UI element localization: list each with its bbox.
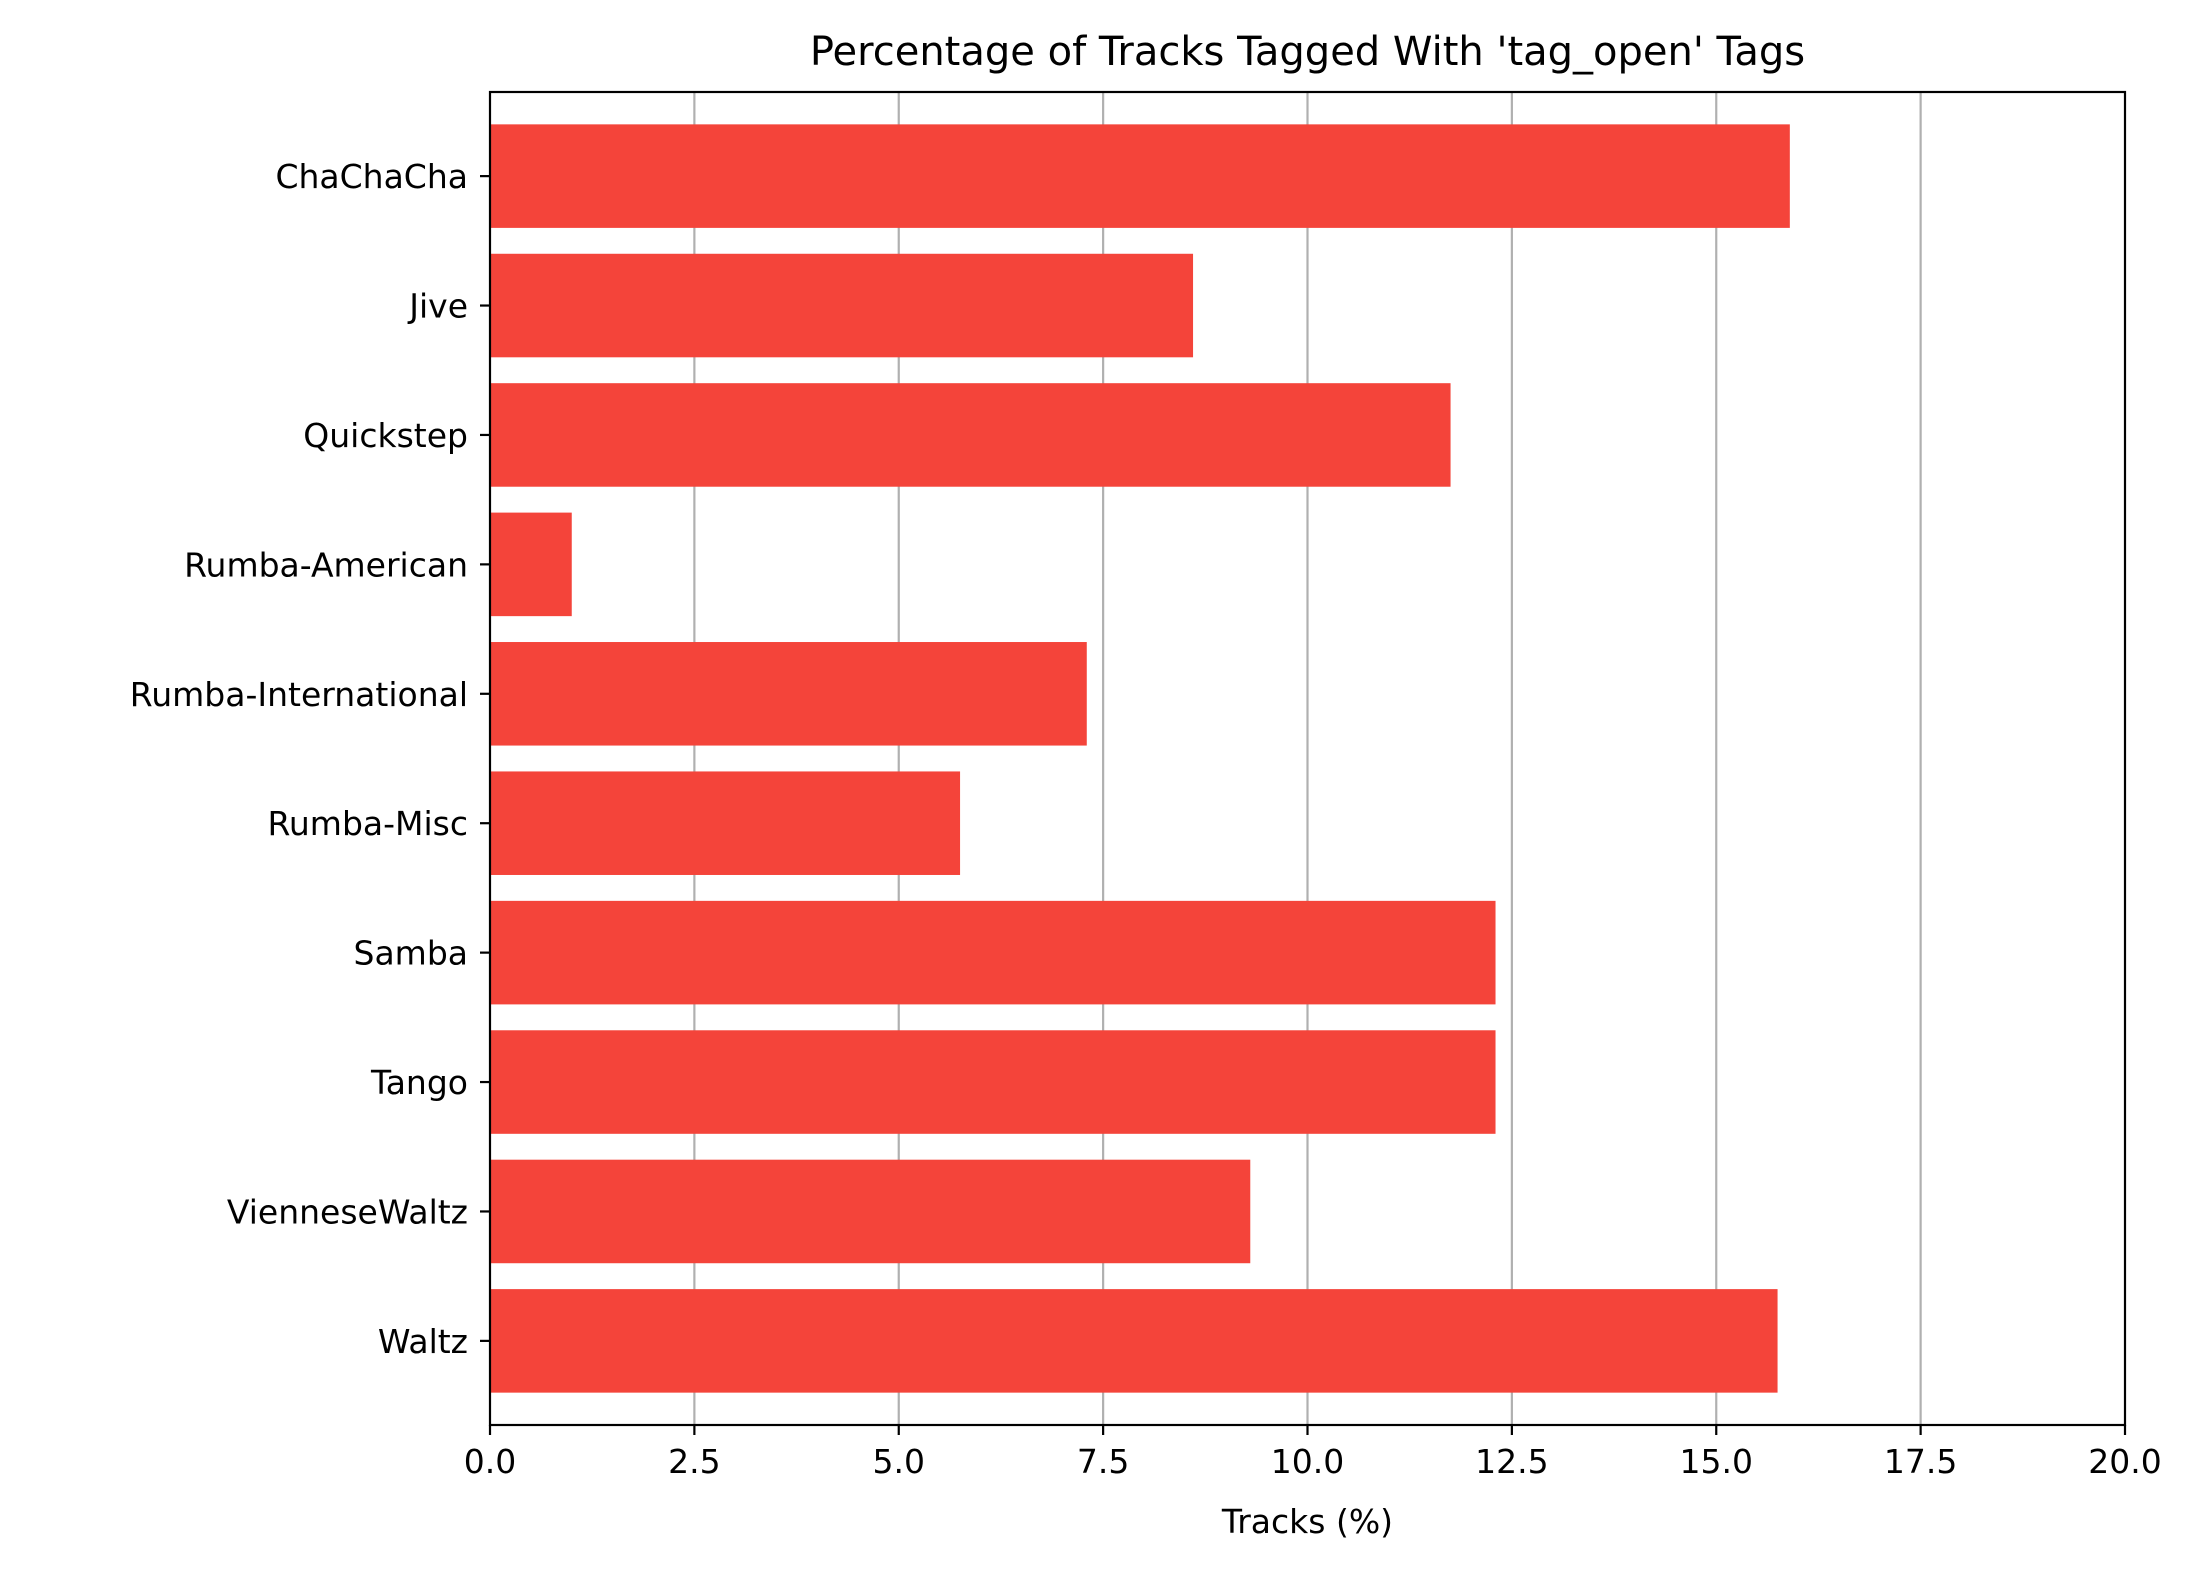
y-axis-ticks: ChaChaCha Jive Quickstep Rumba-American Rumb… <box>130 157 490 1361</box>
y-tick-label: Rumba-American <box>184 545 468 584</box>
x-tick-label: 0.0 <box>464 1442 516 1481</box>
bar <box>490 1030 1496 1134</box>
y-tick-label: Quickstep <box>303 416 468 455</box>
x-tick-label: 10.0 <box>1271 1442 1344 1481</box>
y-tick-label: Rumba-Misc <box>267 804 468 843</box>
bar <box>490 771 961 875</box>
x-tick-label: 7.5 <box>1077 1442 1129 1481</box>
bar <box>490 1159 1251 1264</box>
x-axis-ticks: 0.0 2.5 5.0 7.5 10.0 12.5 15.0 17.5 20.0 <box>464 1425 2162 1481</box>
y-tick-label: Jive <box>407 287 468 326</box>
chart-title: Percentage of Tracks Tagged With 'tag_op… <box>810 29 1805 75</box>
y-tick-label: VienneseWaltz <box>227 1192 468 1231</box>
x-tick-label: 17.5 <box>1884 1442 1957 1481</box>
x-tick-label: 2.5 <box>668 1442 720 1481</box>
y-tick-label: Waltz <box>378 1322 468 1361</box>
bar <box>490 124 1790 228</box>
x-tick-label: 5.0 <box>873 1442 925 1481</box>
bar <box>490 512 572 617</box>
bar <box>490 900 1496 1005</box>
y-tick-label: Rumba-International <box>130 675 468 714</box>
bar <box>490 642 1087 746</box>
x-tick-label: 15.0 <box>1680 1442 1753 1481</box>
bars <box>490 124 1790 1393</box>
bar <box>490 253 1194 358</box>
y-tick-label: Samba <box>354 934 469 973</box>
x-tick-label: 12.5 <box>1475 1442 1548 1481</box>
y-tick-label: ChaChaCha <box>275 157 468 196</box>
bar <box>490 383 1451 487</box>
y-tick-label: Tango <box>370 1063 468 1102</box>
x-tick-label: 20.0 <box>2088 1442 2161 1481</box>
bar <box>490 1289 1778 1393</box>
x-axis-label: Tracks (%) <box>1221 1502 1393 1541</box>
